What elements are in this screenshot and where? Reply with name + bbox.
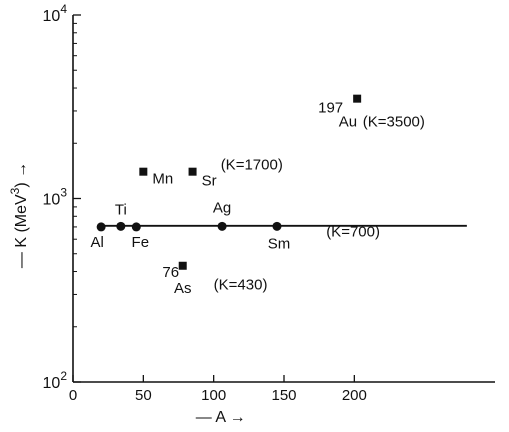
- label-sm: Sm: [268, 235, 291, 252]
- annotation-k3500: (K=3500): [363, 114, 425, 131]
- label-as: As: [174, 280, 192, 297]
- point-ti: [116, 221, 126, 231]
- label-sr: Sr: [202, 173, 217, 190]
- y-tick-label: 102: [43, 369, 68, 392]
- y-tick-label: 104: [43, 2, 68, 25]
- annotation-k1700: (K=1700): [221, 157, 283, 174]
- point-ag: [217, 221, 227, 231]
- label-as-mass: 76: [162, 264, 179, 281]
- label-ti: Ti: [115, 201, 127, 218]
- axes: [72, 15, 495, 383]
- point-al: [96, 222, 106, 232]
- point-as: [178, 261, 187, 270]
- x-axis-title: — A →: [196, 409, 246, 426]
- point-sm: [272, 221, 282, 231]
- marks: [96, 94, 467, 270]
- x-tick-label: 0: [69, 387, 77, 404]
- x-tick-label: 100: [201, 387, 226, 404]
- point-mn: [139, 167, 148, 176]
- point-au: [353, 94, 362, 103]
- point-fe: [131, 222, 141, 232]
- label-au-mass: 197: [318, 100, 343, 117]
- annotation-k700: (K=700): [326, 224, 380, 241]
- y-axis-title: — K (MeV3) →: [8, 162, 30, 268]
- label-ag: Ag: [213, 199, 231, 216]
- label-mn: Mn: [152, 171, 173, 188]
- label-au: Au: [339, 114, 357, 131]
- x-tick-label: 200: [342, 387, 367, 404]
- x-tick-label: 50: [135, 387, 152, 404]
- x-tick-label: 150: [271, 387, 296, 404]
- point-sr: [188, 167, 197, 176]
- annotation-k430: (K=430): [214, 276, 268, 293]
- ticks: 0 50 100 150 200 102 103 104: [43, 2, 367, 404]
- label-al: Al: [90, 234, 103, 251]
- y-tick-label: 103: [43, 186, 68, 209]
- label-fe: Fe: [132, 234, 150, 251]
